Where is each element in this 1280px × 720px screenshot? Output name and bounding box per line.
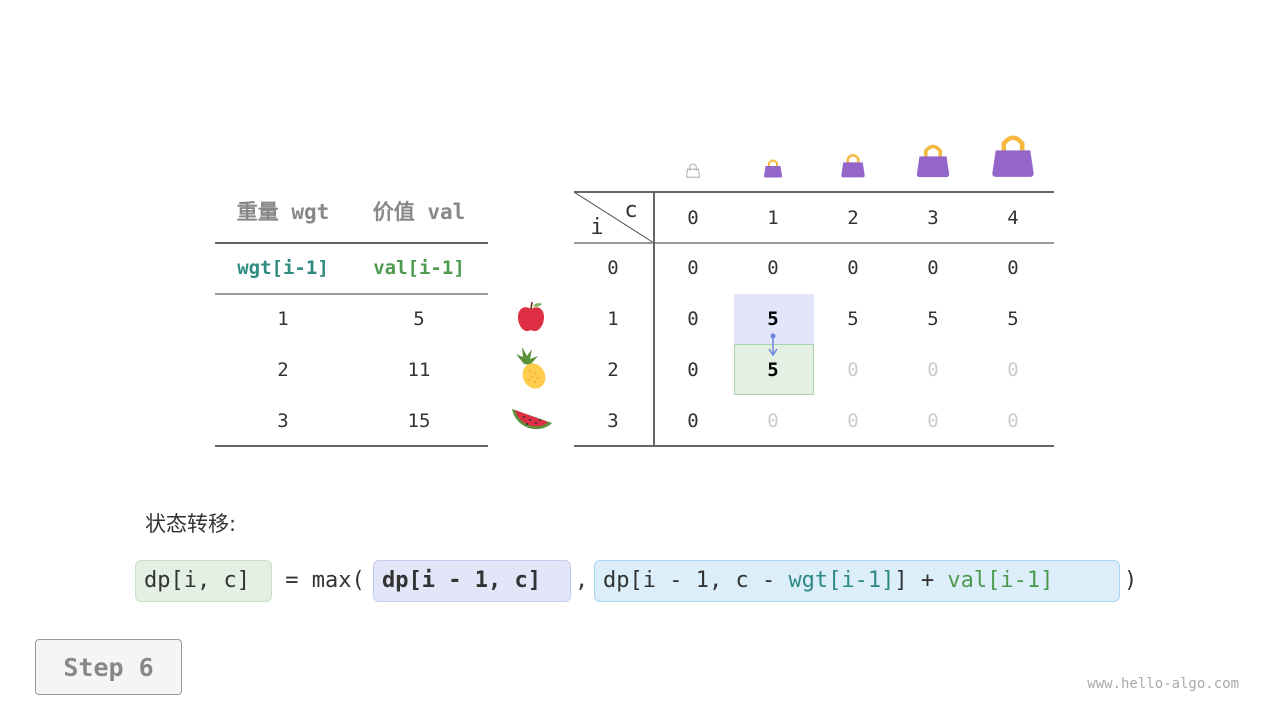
bag-icon	[841, 153, 865, 178]
row-header: 2	[607, 359, 619, 381]
corner-col-label: c	[624, 198, 638, 223]
row-header: 1	[607, 308, 619, 330]
step-button[interactable]: Step 6	[35, 639, 182, 695]
dp-cell: 0	[847, 410, 859, 432]
arrow-down-icon	[768, 333, 778, 357]
row-header: 3	[607, 410, 619, 432]
dp-cell: 5	[927, 308, 939, 330]
divider	[215, 445, 488, 447]
watermark: www.hello-algo.com	[1087, 676, 1239, 692]
dp-cell: 0	[687, 410, 699, 432]
bag-icon	[764, 159, 782, 178]
divider	[574, 191, 1054, 193]
item-weight: 2	[277, 359, 289, 381]
dp-cell: 0	[1007, 257, 1019, 279]
header-value: 价值 val	[372, 200, 466, 224]
bag-icon	[916, 144, 950, 178]
corner-row-label: i	[590, 215, 604, 240]
item-weight: 1	[277, 308, 289, 330]
formula-val: val[i-1]	[947, 568, 1054, 593]
term2-box	[594, 560, 1120, 602]
dp-cell: 0	[687, 308, 699, 330]
dp-cell: 0	[927, 359, 939, 381]
lhs-box	[135, 560, 272, 602]
row-header: 0	[607, 257, 619, 279]
formula-lhs: dp[i, c]	[144, 568, 250, 593]
formula-eq: = max(	[272, 568, 365, 593]
term1-box	[373, 560, 571, 602]
divider	[574, 242, 1054, 244]
col-header: 2	[847, 207, 859, 229]
dp-cell: 0	[927, 410, 939, 432]
pineapple-icon	[516, 347, 546, 389]
col-header: 3	[927, 207, 939, 229]
bag-icon	[992, 135, 1034, 177]
col-header: 4	[1007, 207, 1019, 229]
watermelon-icon	[512, 409, 552, 430]
dp-cell: 0	[927, 257, 939, 279]
item-value: 15	[407, 410, 431, 432]
formula-term1: dp[i - 1, c]	[382, 568, 541, 593]
formula-wgt: wgt[i-1]	[788, 568, 895, 593]
dp-cell: 0	[687, 359, 699, 381]
divider	[215, 242, 488, 244]
item-value: 5	[413, 308, 425, 330]
dp-cell: 5	[767, 359, 779, 381]
corner-diagonal	[574, 192, 654, 244]
empty-bag-icon	[686, 163, 700, 178]
col-header: 1	[767, 207, 779, 229]
dp-cell: 0	[847, 359, 859, 381]
formula-comma: ,	[575, 568, 589, 593]
divider	[215, 293, 488, 295]
subheader-wgt: wgt[i-1]	[237, 257, 329, 279]
formula-term2-a: dp[i - 1, c -	[603, 568, 789, 593]
divider	[574, 445, 1054, 447]
formula-term2-b: ] +	[894, 568, 948, 593]
divider	[653, 192, 655, 446]
dp-cell: 0	[1007, 359, 1019, 381]
formula-label: 状态转移:	[145, 512, 237, 536]
dp-cell: 5	[767, 308, 779, 330]
formula-term2-prefix: dp[i - 1, c - wgt[i-1]] + val[i-1]	[603, 566, 1053, 596]
item-value: 11	[407, 359, 431, 381]
dp-cell: 0	[687, 257, 699, 279]
dp-cell: 0	[1007, 410, 1019, 432]
item-weight: 3	[277, 410, 289, 432]
col-header: 0	[687, 207, 699, 229]
dp-cell: 0	[767, 410, 779, 432]
apple-icon	[518, 301, 544, 332]
formula-close: )	[1124, 568, 1138, 593]
dp-cell: 0	[847, 257, 859, 279]
dp-cell: 5	[847, 308, 859, 330]
dp-cell: 5	[1007, 308, 1019, 330]
dp-cell: 0	[767, 257, 779, 279]
header-weight: 重量 wgt	[236, 200, 330, 224]
subheader-val: val[i-1]	[373, 257, 465, 279]
